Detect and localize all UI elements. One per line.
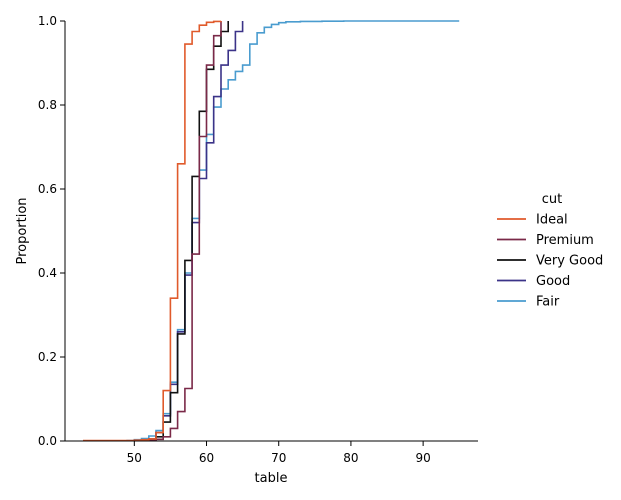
plot-lines	[83, 20, 460, 442]
x-ticks: 50 60 70 80 90	[127, 441, 431, 465]
y-tick-label: 0.8	[38, 98, 57, 112]
x-tick-label: 90	[415, 451, 430, 465]
axes	[64, 21, 478, 442]
legend-label: Good	[536, 274, 570, 289]
y-tick-label: 0.4	[38, 266, 57, 280]
x-tick-label: 50	[127, 451, 142, 465]
x-tick-label: 60	[199, 451, 214, 465]
y-tick-label: 0.2	[38, 350, 57, 364]
series-line-premium	[140, 21, 222, 442]
legend-title: cut	[542, 192, 562, 207]
y-ticks: 0.0 0.2 0.4 0.6 0.8 1.0	[38, 14, 65, 448]
series-line-ideal	[83, 20, 222, 442]
x-tick-label: 70	[271, 451, 286, 465]
legend-label: Ideal	[536, 213, 568, 228]
legend-label: Fair	[536, 295, 560, 310]
y-tick-label: 0.0	[38, 434, 57, 448]
y-tick-label: 0.6	[38, 182, 57, 196]
legend-label: Premium	[536, 233, 594, 248]
x-axis-label: table	[255, 471, 288, 486]
x-tick-label: 80	[343, 451, 358, 465]
y-tick-label: 1.0	[38, 14, 57, 28]
y-axis-label: Proportion	[15, 197, 30, 264]
legend-label: Very Good	[536, 254, 603, 269]
legend: cut Ideal Premium Very Good Good Fair	[497, 192, 603, 310]
